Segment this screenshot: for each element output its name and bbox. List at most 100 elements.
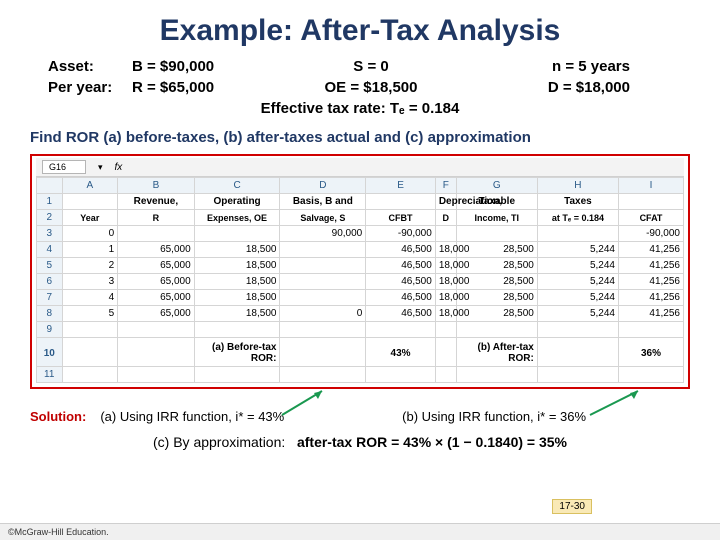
row-number: 9 — [37, 322, 63, 338]
cell: Income, TI — [456, 210, 537, 226]
ror-cell — [537, 338, 618, 367]
cell — [280, 322, 366, 338]
excel-screenshot: G16 ▾ fx ABCDEFGHI 1Revenue,OperatingBas… — [30, 154, 690, 389]
ror-cell: (b) After-tax ROR: — [456, 338, 537, 367]
cell — [435, 226, 456, 242]
cell: 41,256 — [618, 242, 683, 258]
page-badge: 17-30 — [552, 499, 592, 514]
cell: 65,000 — [118, 274, 195, 290]
footer: ©McGraw-Hill Education. — [0, 523, 720, 540]
cell — [62, 322, 118, 338]
expr-D: D = $18,000 — [460, 79, 630, 96]
expr-B: B = $90,000 — [132, 58, 282, 75]
col-letter: C — [194, 178, 280, 194]
cell — [366, 322, 436, 338]
cell — [456, 226, 537, 242]
find-row: Find ROR (a) before-taxes, (b) after-tax… — [0, 129, 720, 154]
cell: at Tₑ = 0.184 — [537, 210, 618, 226]
cell — [280, 367, 366, 383]
excel-formula-bar: G16 ▾ fx — [36, 158, 684, 177]
cell — [118, 367, 195, 383]
solution-b: (b) Using IRR function, i* = 36% — [402, 409, 690, 424]
cell: 5,244 — [537, 242, 618, 258]
cell: 46,500 — [366, 290, 436, 306]
asset-row: Asset: B = $90,000 S = 0 n = 5 years — [48, 58, 672, 75]
cell — [194, 367, 280, 383]
cell: 5,244 — [537, 258, 618, 274]
cell: 46,500 — [366, 258, 436, 274]
fx-icon: fx — [115, 162, 123, 173]
spreadsheet-table: ABCDEFGHI 1Revenue,OperatingBasis, B and… — [36, 177, 684, 383]
cell: 46,500 — [366, 274, 436, 290]
cell: 18,000 — [435, 306, 456, 322]
cell: 2 — [62, 258, 118, 274]
cell: 5,244 — [537, 306, 618, 322]
cell — [618, 194, 683, 210]
solution-row: Solution: (a) Using IRR function, i* = 4… — [0, 409, 720, 424]
given-block: Asset: B = $90,000 S = 0 n = 5 years Per… — [0, 58, 720, 129]
cell: 90,000 — [280, 226, 366, 242]
row-number: 8 — [37, 306, 63, 322]
cell — [618, 367, 683, 383]
cell: 18,500 — [194, 274, 280, 290]
cell: 46,500 — [366, 242, 436, 258]
slide-title: Example: After-Tax Analysis — [0, 0, 720, 58]
approx-formula: after-tax ROR = 43% × (1 − 0.1840) = 35% — [297, 434, 567, 450]
cell: 41,256 — [618, 290, 683, 306]
cell: 41,256 — [618, 274, 683, 290]
col-letter: D — [280, 178, 366, 194]
cell: 18,000 — [435, 242, 456, 258]
cell: 65,000 — [118, 290, 195, 306]
row-number: 11 — [37, 367, 63, 383]
expr-S: S = 0 — [296, 58, 446, 75]
cell: 18,000 — [435, 290, 456, 306]
cell — [62, 367, 118, 383]
ror-cell — [118, 338, 195, 367]
cell: -90,000 — [618, 226, 683, 242]
cell — [194, 226, 280, 242]
cell: 18,500 — [194, 258, 280, 274]
cell: 18,000 — [435, 274, 456, 290]
dropdown-icon: ▾ — [98, 162, 103, 173]
cell: Year — [62, 210, 118, 226]
row-number: 6 — [37, 274, 63, 290]
col-letter: I — [618, 178, 683, 194]
taxrate-label: Effective tax rate: — [261, 100, 386, 117]
ror-cell: 36% — [618, 338, 683, 367]
col-letter: E — [366, 178, 436, 194]
cell — [366, 194, 436, 210]
cell: 18,000 — [435, 258, 456, 274]
cell: Taxes — [537, 194, 618, 210]
cell: Revenue, — [118, 194, 195, 210]
col-letter: A — [62, 178, 118, 194]
row-number: 1 — [37, 194, 63, 210]
cell — [537, 322, 618, 338]
ror-cell: 43% — [366, 338, 436, 367]
expr-OE: OE = $18,500 — [296, 79, 446, 96]
cell: 18,500 — [194, 290, 280, 306]
ror-cell — [280, 338, 366, 367]
ror-cell — [62, 338, 118, 367]
cell — [456, 322, 537, 338]
cell: Operating — [194, 194, 280, 210]
peryear-row: Per year: R = $65,000 OE = $18,500 D = $… — [48, 79, 672, 96]
cell: 4 — [62, 290, 118, 306]
cell — [194, 322, 280, 338]
cell — [280, 274, 366, 290]
cell: 5 — [62, 306, 118, 322]
cell: 18,500 — [194, 306, 280, 322]
cell — [435, 367, 456, 383]
cell: Salvage, S — [280, 210, 366, 226]
cell: 1 — [62, 242, 118, 258]
cell — [62, 194, 118, 210]
cell: Depreciation, — [435, 194, 456, 210]
expr-R: R = $65,000 — [132, 79, 282, 96]
cell: 0 — [62, 226, 118, 242]
cell: 65,000 — [118, 258, 195, 274]
ror-cell: (a) Before-tax ROR: — [194, 338, 280, 367]
cell — [537, 367, 618, 383]
cell — [618, 322, 683, 338]
cell — [118, 322, 195, 338]
row-number: 2 — [37, 210, 63, 226]
cell — [280, 290, 366, 306]
